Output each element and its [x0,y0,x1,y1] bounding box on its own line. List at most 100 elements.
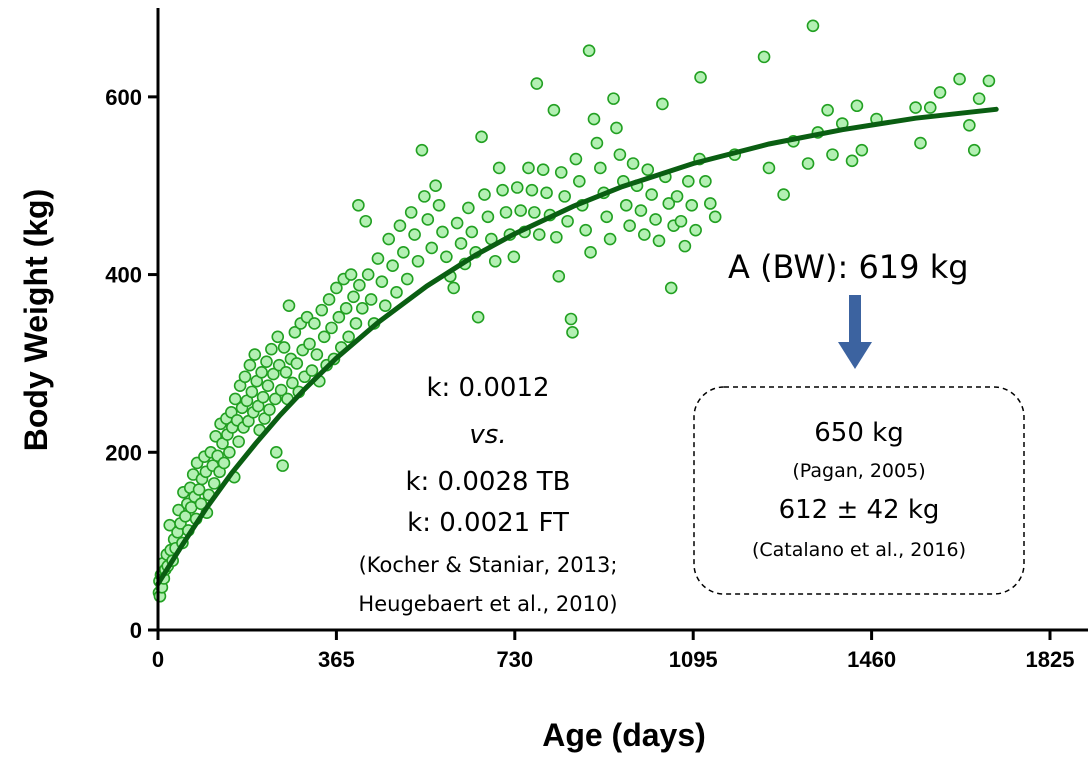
data-point [359,214,373,228]
data-point [279,366,293,379]
data-point [450,216,464,230]
data-point [243,358,257,372]
data-point [554,166,568,179]
data-point [375,275,389,288]
data-point [613,148,627,161]
data-point [488,254,502,268]
data-point [325,321,338,335]
data-point [967,143,981,157]
x-axis-title: Age (days) [542,717,706,753]
data-point [845,154,859,168]
box-line-2: 612 ± 42 kg [779,495,940,525]
data-point [564,312,578,326]
reference-box-text: 650 kg (Pagan, 2005) 612 ± 42 kg (Catala… [752,418,966,561]
data-point [694,71,707,84]
data-point [288,326,302,339]
data-point [310,348,324,361]
data-point [649,213,662,226]
data-point [638,228,651,241]
data-point [689,223,702,237]
data-point [634,204,648,217]
data-point [207,477,221,490]
data-point [573,174,586,188]
data-point [436,225,449,239]
data-point [587,112,601,126]
data-point [532,228,546,241]
data-point [670,190,684,203]
data-point [678,239,692,253]
data-point [465,225,479,239]
data-point [603,232,617,246]
data-point [682,174,695,188]
data-point [645,188,658,201]
data-point [371,252,385,265]
data-point [656,97,669,111]
data-point [425,241,439,255]
data-point [762,161,776,175]
x-tick-label: 1095 [669,647,718,672]
y-tick-label: 400 [105,263,142,288]
data-point [390,286,403,299]
data-point [540,186,553,200]
data-point [255,366,268,379]
data-point [674,214,688,228]
data-point [282,299,296,312]
data-point [507,250,521,264]
data-point [256,390,270,404]
x-tick-label: 730 [496,647,533,672]
data-point [440,250,453,264]
data-point [276,459,289,472]
x-tick-label: 1460 [847,647,896,672]
data-point [662,197,676,210]
data-point [404,206,418,219]
data-point [339,302,353,315]
data-point [801,157,815,170]
data-point [600,210,613,224]
data-point [933,86,947,99]
data-point [510,181,524,194]
data-point [382,232,395,246]
k-annotation: k: 0.0012 vs. k: 0.0028 TB k: 0.0021 FT … [358,373,617,616]
data-points [152,19,996,603]
data-point [525,183,539,197]
data-point [821,103,834,117]
data-point [536,163,550,177]
data-point [332,310,346,324]
data-point [263,403,276,416]
data-point [303,337,316,351]
data-point [315,303,329,317]
data-point [290,357,304,370]
data-point [418,190,431,203]
data-point [271,330,285,344]
data-point [462,201,475,215]
data-point [454,237,468,250]
data-point [972,92,986,105]
x-tick-label: 1825 [1026,647,1075,672]
k-citation-2: Heugebaert et al., 2010) [358,592,617,616]
data-point [850,99,864,113]
data-point [569,152,583,166]
data-point [478,188,491,201]
data-point [330,281,343,295]
data-point [685,198,699,212]
data-point [982,74,996,88]
data-point [499,206,513,219]
data-point [492,161,506,175]
asymptote-label: A (BW): 619 kg [728,248,969,286]
data-point [364,293,378,306]
data-point [953,72,966,86]
k-citation-1: (Kocher & Staniar, 2013; [359,553,618,577]
k-line-ft: k: 0.0021 FT [407,508,569,538]
y-tick-label: 0 [130,618,142,643]
data-point [245,385,259,399]
data-point [806,19,820,33]
data-point [265,342,278,356]
data-point [305,364,319,377]
data-point [530,77,544,90]
data-point [228,392,242,406]
data-point [547,103,561,117]
data-point [361,268,375,281]
box-citation-2: (Catalano et al., 2016) [752,539,966,561]
data-point [260,355,273,368]
fit-curve [155,106,999,587]
